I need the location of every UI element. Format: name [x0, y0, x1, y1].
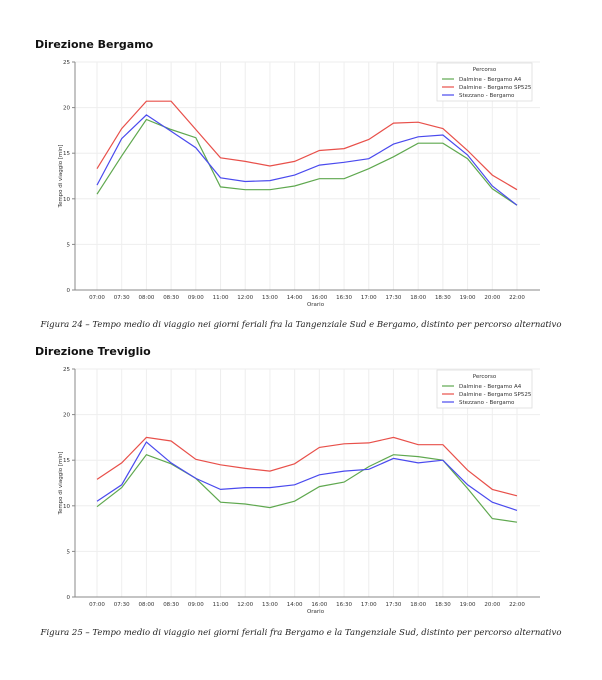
x-tick-label: 18:30 [435, 602, 451, 608]
x-axis-label: Orario [307, 302, 325, 308]
x-tick-label: 16:30 [336, 602, 352, 608]
x-tick-label: 16:00 [311, 295, 327, 301]
y-tick-label: 20 [63, 413, 70, 419]
legend-title: Percorso [473, 374, 497, 380]
legend-entry: Dalmine - Bergamo SP525 [459, 392, 532, 398]
y-tick-label: 10 [63, 197, 70, 203]
section-title-bergamo: Direzione Bergamo [35, 38, 154, 51]
x-tick-label: 11:00 [213, 602, 229, 608]
x-tick-label: 22:00 [509, 295, 525, 301]
x-tick-label: 12:00 [237, 295, 253, 301]
y-tick-label: 20 [63, 106, 70, 112]
y-tick-label: 5 [67, 549, 71, 555]
x-tick-label: 17:00 [361, 295, 377, 301]
y-tick-label: 25 [63, 60, 70, 66]
x-tick-label: 09:00 [188, 295, 204, 301]
x-tick-label: 18:00 [410, 295, 426, 301]
figure-caption-24: Figura 24 – Tempo medio di viaggio nei g… [40, 320, 562, 330]
x-tick-label: 18:00 [410, 602, 426, 608]
x-tick-label: 19:00 [460, 602, 476, 608]
x-tick-label: 08:30 [163, 602, 179, 608]
x-tick-label: 20:00 [484, 295, 500, 301]
y-tick-label: 15 [63, 151, 70, 157]
y-tick-label: 0 [67, 288, 71, 294]
x-tick-label: 17:30 [386, 295, 402, 301]
series-line-3 [96, 114, 518, 206]
series-line-1 [96, 453, 518, 523]
y-tick-label: 10 [63, 504, 70, 510]
figure-caption-25: Figura 25 – Tempo medio di viaggio nei g… [40, 628, 562, 638]
legend-entry: Stezzano - Bergamo [459, 400, 515, 406]
section-title-treviglio: Direzione Treviglio [35, 345, 151, 358]
x-tick-label: 11:00 [213, 295, 229, 301]
y-tick-label: 0 [67, 595, 71, 601]
x-tick-label: 08:00 [138, 295, 154, 301]
x-tick-label: 14:00 [287, 295, 303, 301]
x-tick-label: 14:00 [287, 602, 303, 608]
chart-direzione-bergamo: 0 5 10 15 20 25 07:00 07:30 08:00 08:30 09:00 11:00… [58, 60, 540, 308]
legend-title: Percorso [473, 67, 497, 73]
x-tick-label: 07:30 [114, 295, 130, 301]
y-tick-label: 15 [63, 458, 70, 464]
x-tick-label: 18:30 [435, 295, 451, 301]
y-tick-label: 5 [67, 242, 71, 248]
x-tick-label: 08:00 [138, 602, 154, 608]
x-tick-label: 20:00 [484, 602, 500, 608]
x-tick-label: 16:00 [311, 602, 327, 608]
x-axis-label: Orario [307, 609, 325, 615]
series-line-2 [96, 436, 518, 497]
x-tick-label: 12:00 [237, 602, 253, 608]
series-line-3 [96, 441, 518, 511]
chart-direzione-treviglio: 0 5 10 15 20 25 07:00 07:30 08:00 08:30 09:00 11:00… [58, 367, 540, 615]
x-tick-label: 07:00 [89, 602, 105, 608]
x-tick-label: 13:00 [262, 602, 278, 608]
legend-entry: Stezzano - Bergamo [459, 93, 515, 99]
series-line-2 [96, 100, 518, 191]
x-tick-label: 07:30 [114, 602, 130, 608]
y-axis-label: Tempo di viaggio [min] [58, 452, 64, 516]
x-tick-label: 07:00 [89, 295, 105, 301]
x-tick-label: 22:00 [509, 602, 525, 608]
y-tick-label: 25 [63, 367, 70, 373]
x-tick-label: 17:30 [386, 602, 402, 608]
x-tick-label: 16:30 [336, 295, 352, 301]
legend-entry: Dalmine - Bergamo A4 [459, 77, 522, 83]
x-tick-label: 09:00 [188, 602, 204, 608]
legend-entry: Dalmine - Bergamo SP525 [459, 85, 532, 91]
series-line-1 [96, 118, 518, 206]
x-tick-label: 17:00 [361, 602, 377, 608]
x-tick-label: 19:00 [460, 295, 476, 301]
x-tick-label: 13:00 [262, 295, 278, 301]
legend-entry: Dalmine - Bergamo A4 [459, 384, 522, 390]
x-tick-label: 08:30 [163, 295, 179, 301]
y-axis-label: Tempo di viaggio [min] [58, 145, 64, 209]
